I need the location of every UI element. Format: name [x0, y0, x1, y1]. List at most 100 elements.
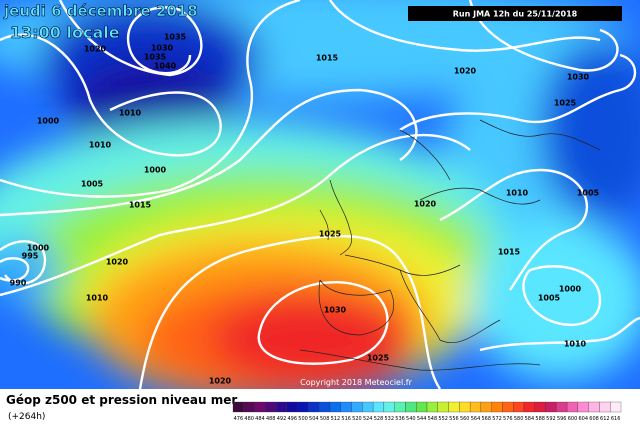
isobar-label: 1025: [554, 99, 577, 108]
scale-label: 544: [417, 416, 427, 422]
scale-label: 556: [449, 416, 459, 422]
scale-cell: [426, 401, 438, 413]
scale-label: 512: [331, 416, 341, 422]
scale-cell: [599, 401, 611, 413]
scale-cell: [297, 401, 309, 413]
scale-label: 616: [611, 416, 621, 422]
scale-label: 580: [514, 416, 524, 422]
isobar-label: 1020: [106, 258, 129, 267]
scale-label: 520: [352, 416, 362, 422]
isobar-label: 1030: [324, 306, 347, 315]
scale-cell: [610, 401, 622, 413]
scale-cell: [394, 401, 406, 413]
scale-cell: [372, 401, 385, 413]
scale-cell: [416, 401, 428, 413]
isobar-label: 1030: [151, 44, 174, 53]
scale-cell: [405, 401, 417, 413]
scale-cell: [383, 401, 395, 413]
isobar-label: 1005: [538, 294, 561, 303]
forecast-date: jeudi 6 décembre 2018: [3, 2, 198, 20]
scale-label: 524: [363, 416, 373, 422]
scale-label: 492: [277, 416, 287, 422]
isobar-label: 1010: [564, 340, 587, 349]
scale-cell: [513, 401, 525, 413]
scale-cell: [545, 401, 557, 413]
scale-label: 572: [492, 416, 502, 422]
scale-label: 516: [341, 416, 351, 422]
scale-label: 496: [288, 416, 298, 422]
scale-cell: [523, 401, 535, 413]
forecast-time: 13:00 locale: [10, 23, 120, 42]
isobar-label: 1000: [37, 117, 60, 126]
isobar-label: 1020: [454, 67, 477, 76]
scale-cell: [308, 401, 320, 413]
isobar-label: 1010: [119, 109, 142, 118]
isobar-label: 995: [22, 252, 39, 261]
isobar-label: 1005: [81, 180, 104, 189]
forecast-lead: (+264h): [8, 412, 45, 422]
isobar-label: 1000: [27, 244, 50, 253]
scale-cell: [577, 401, 589, 413]
scale-cell: [340, 401, 352, 413]
scale-label: 596: [557, 416, 567, 422]
isobar-label: 1000: [144, 166, 167, 175]
isobar-label: 1005: [577, 189, 600, 198]
scale-label: 480: [244, 416, 254, 422]
scale-cell: [588, 401, 600, 413]
scale-label: 504: [309, 416, 319, 422]
scale-label: 484: [255, 416, 265, 422]
coastlines: [299, 119, 601, 371]
scale-cell: [319, 401, 331, 413]
scale-cell: [534, 401, 546, 413]
scale-label: 608: [589, 416, 599, 422]
scale-label: 552: [438, 416, 448, 422]
scale-label: 528: [374, 416, 384, 422]
scale-cell: [459, 401, 471, 413]
scale-cell: [275, 401, 288, 413]
run-box: [408, 6, 622, 21]
isobars: [0, 0, 640, 389]
scale-label: 548: [428, 416, 438, 422]
scale-cell: [254, 401, 266, 413]
isobar-label: 1025: [367, 354, 390, 363]
isobar-label: 1010: [506, 189, 529, 198]
scale-cell: [362, 401, 374, 413]
isobar-label: 1015: [498, 248, 521, 257]
scale-label: 588: [535, 416, 545, 422]
isobar-label: 1035: [164, 33, 187, 42]
scale-label: 500: [298, 416, 308, 422]
scale-label: 560: [460, 416, 470, 422]
isobar-labels: 1020 1035 1030 1035 1040 1000 1010 1010 …: [10, 33, 600, 386]
scale-cell: [243, 401, 255, 413]
scale-cell: [232, 401, 244, 413]
map: 1020 1035 1030 1035 1040 1000 1010 1010 …: [0, 0, 640, 389]
scale-label: 508: [320, 416, 330, 422]
isobar-label: 1035: [144, 53, 167, 62]
scale-cell: [265, 401, 277, 413]
scale-label: 564: [471, 416, 481, 422]
isobar-label: 1015: [129, 201, 152, 210]
isobar-label: 1000: [559, 285, 582, 294]
scale-cell: [556, 401, 568, 413]
isobar-label: 1010: [86, 294, 109, 303]
color-scale: 476 480 484 488 492 496 500 504 508 512 516 520 524 5…: [232, 401, 622, 422]
isobar-label: 1020: [84, 45, 107, 54]
scale-label: 540: [406, 416, 416, 422]
scale-cell: [448, 401, 460, 413]
scale-label: 488: [266, 416, 276, 422]
run-info: Run JMA 12h du 25/11/2018: [453, 10, 578, 19]
scale-cell: [286, 401, 298, 413]
scale-label: 604: [579, 416, 589, 422]
scale-cell: [566, 401, 579, 413]
isobar-label: 990: [10, 279, 27, 288]
scale-label: 612: [600, 416, 610, 422]
scale-label: 536: [395, 416, 405, 422]
copyright: Copyright 2018 Meteociel.fr: [300, 378, 412, 387]
scale-label: 584: [525, 416, 535, 422]
legend-title: Géop z500 et pression niveau mer: [6, 393, 237, 407]
scale-cell: [491, 401, 503, 413]
scale-label: 532: [385, 416, 395, 422]
scale-cell: [351, 401, 363, 413]
